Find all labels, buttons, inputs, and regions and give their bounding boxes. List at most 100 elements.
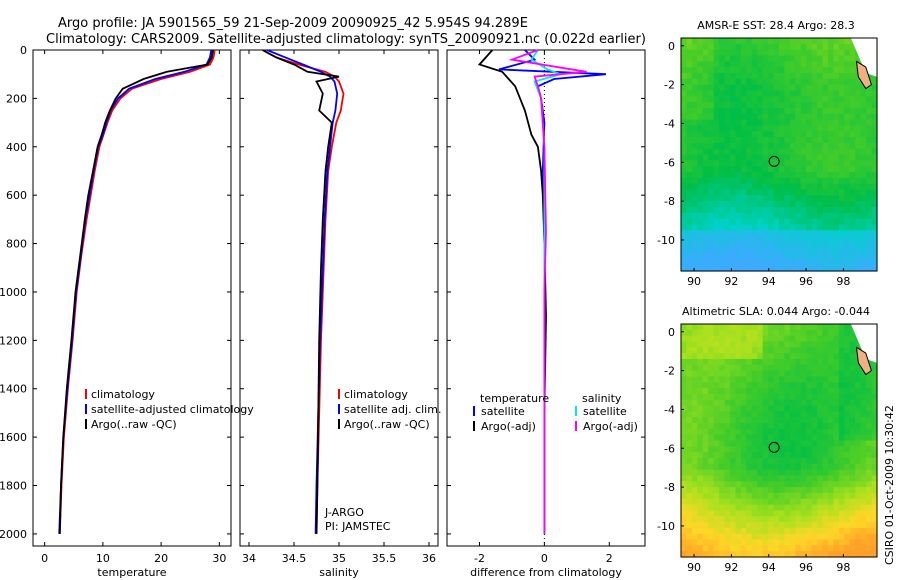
map-cell [735,154,742,161]
map-cell [768,148,775,156]
series-argo-raw-qc- [262,49,340,534]
map-cell [762,358,769,366]
map-cell [691,224,698,231]
map-cell [806,160,813,167]
map-cell [724,527,731,535]
map-cell [795,61,802,68]
map-cell [740,72,747,80]
map-cell [746,247,753,255]
map-cell [686,265,693,272]
map-cell [866,522,873,529]
map-cell [702,329,709,337]
map-cell [697,142,704,150]
map-cell [719,481,726,488]
map-cell [708,370,715,378]
map-frame [680,323,878,558]
map-cell [806,137,813,144]
map-cell [773,353,780,360]
map-cell [762,434,769,442]
map-cell [779,236,786,243]
map-cell [697,183,704,191]
map-cell [768,481,775,488]
map-cell [860,224,867,231]
map-cell [713,388,720,395]
map-cell [779,90,786,97]
map-cell [708,137,715,144]
map-cell [746,382,753,389]
map-cell [768,498,775,506]
map-cell [686,551,693,558]
map-cell [779,241,786,249]
legend-label: climatology [344,388,408,401]
map-cell [757,341,764,348]
map-cell [746,545,753,552]
map-cell [866,107,873,115]
map-cell [713,241,720,249]
map-cell [849,218,856,225]
map-cell [860,206,867,214]
map-cell [740,405,747,412]
map-cell [757,417,764,424]
map-cell [691,38,698,45]
map-cell [740,551,747,558]
map-cell [773,545,780,552]
map-cell [817,487,824,494]
map-cell [828,516,835,523]
map-cell [849,90,856,97]
map-cell [838,492,845,500]
map-cell [724,475,731,482]
map-cell [811,527,818,535]
map-cell [871,72,878,80]
map-cell [708,393,715,401]
map-cell [828,382,835,389]
map-cell [833,84,840,92]
map-cell [789,84,796,92]
map-cell [822,113,829,121]
map-cell [789,492,796,500]
map-cell [860,189,867,196]
map-cell [795,434,802,442]
map-cell [795,440,802,447]
map-cell [691,72,698,80]
map-cell [795,516,802,523]
map-cell [773,393,780,401]
map-cell [828,102,835,109]
map-cell [849,446,856,453]
map-cell [838,177,845,185]
map-cell [779,119,786,126]
map-cell [822,253,829,260]
map-cell [828,148,835,156]
map-cell [779,498,786,506]
map-cell [817,463,824,471]
map-cell [762,259,769,266]
map-cell [779,49,786,57]
map-cell [686,545,693,552]
map-cell [811,189,818,196]
map-cell [708,492,715,500]
map-cell [849,522,856,529]
map-cell [691,411,698,418]
map-cell [757,230,764,237]
map-cell [697,230,704,237]
map-cell [708,399,715,407]
map-cell [784,516,791,523]
map-cell [730,417,737,424]
map-cell [768,428,775,436]
map-cell [730,457,737,465]
map-cell [746,166,753,173]
map-cell [817,224,824,231]
map-cell [762,113,769,121]
map-cell [855,131,862,138]
map-cell [795,102,802,109]
map-cell [779,230,786,237]
map-cell [817,177,824,185]
map-cell [751,230,758,237]
map-cell [828,487,835,494]
map-cell [822,487,829,494]
map-cell [849,177,856,185]
map-cell [751,551,758,558]
map-cell [757,259,764,266]
map-cell [866,218,873,225]
map-cell [833,393,840,401]
map-cell [773,166,780,173]
